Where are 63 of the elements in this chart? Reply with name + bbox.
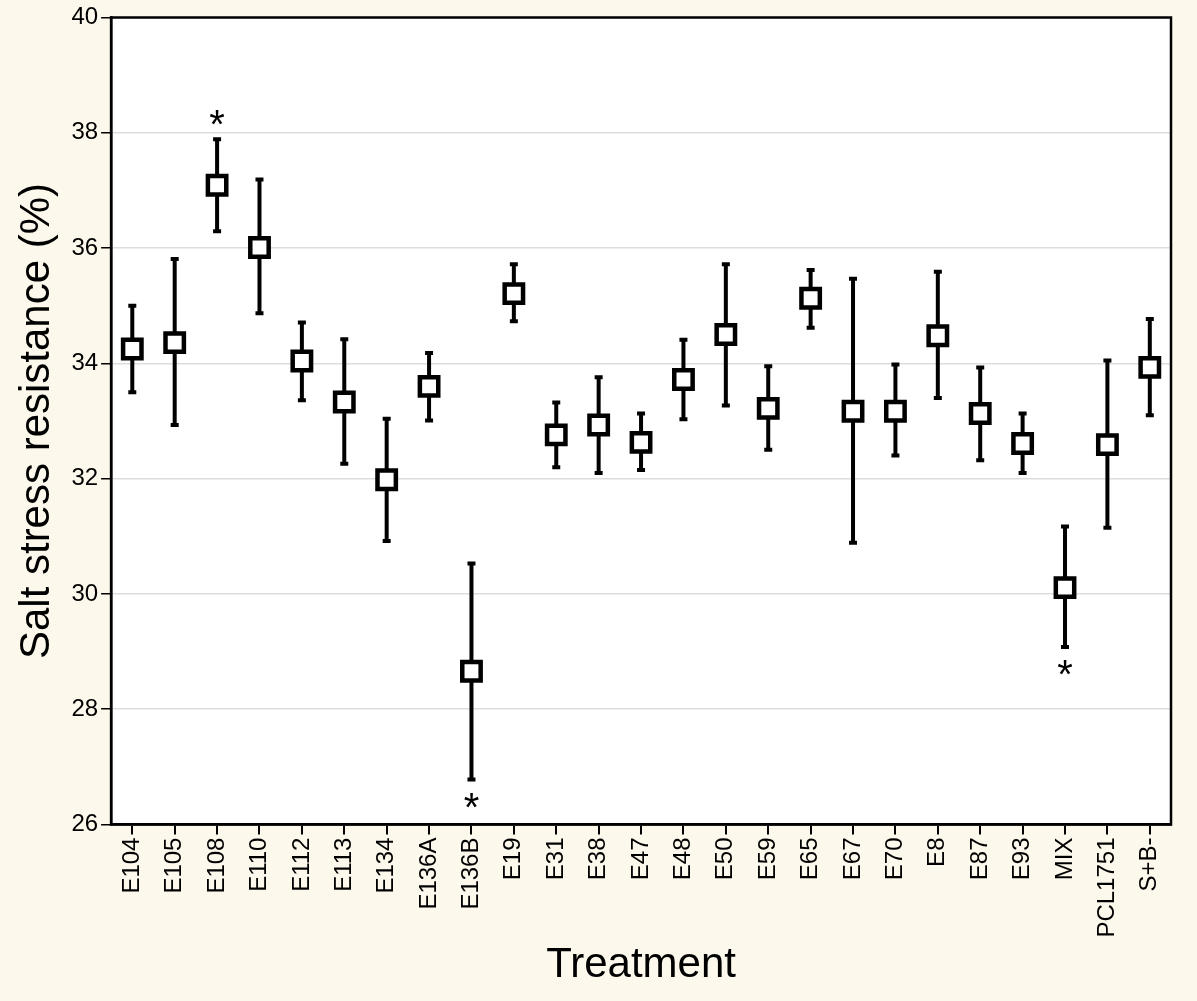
y-tick-label: 28: [71, 693, 99, 721]
x-tick-label: E67: [837, 837, 865, 881]
x-tick-label: E50: [710, 837, 738, 881]
point: [1053, 576, 1077, 600]
x-tick-label: E136B: [456, 837, 484, 910]
x-tick-label: E65: [795, 837, 823, 881]
x-tick-label: E87: [964, 837, 992, 881]
x-tick-label: E48: [668, 837, 696, 881]
y-tick-label: 26: [71, 809, 99, 837]
x-tick-label: E104: [116, 837, 144, 894]
y-axis-title: Salt stress resistance (%): [10, 182, 58, 660]
point: [460, 659, 483, 683]
x-axis-title: Treatment: [546, 939, 737, 987]
annotation: *: [463, 784, 480, 829]
x-tick-label: E70: [880, 837, 908, 881]
x-tick-label: E105: [159, 837, 187, 894]
annotation: *: [1057, 652, 1073, 697]
point: [756, 396, 780, 420]
x-tick-label: E31: [540, 837, 568, 881]
point: [1138, 355, 1162, 379]
point: [544, 423, 568, 447]
x-tick-label: E47: [625, 837, 653, 881]
x-tick-label: E93: [1007, 837, 1035, 881]
point: [163, 331, 187, 355]
y-tick-label: 38: [71, 117, 99, 145]
point: [883, 399, 907, 423]
y-tick-label: 34: [71, 347, 99, 375]
point: [968, 402, 992, 425]
point: [502, 282, 526, 306]
point: [1011, 432, 1035, 455]
point: [120, 337, 144, 361]
x-tick-label: E38: [583, 837, 611, 881]
y-tick-label: 40: [71, 2, 99, 30]
x-tick-label: E19: [498, 837, 526, 881]
point: [672, 368, 695, 391]
x-tick-label: E59: [752, 837, 780, 881]
point: [1095, 433, 1119, 457]
point: [205, 173, 229, 197]
point: [629, 430, 653, 454]
point: [290, 349, 314, 373]
x-tick-label: E112: [286, 837, 314, 892]
point: [587, 413, 611, 437]
y-tick-label: 32: [71, 463, 99, 491]
x-tick-label: E134: [371, 837, 399, 894]
x-tick-label: E110: [244, 837, 272, 892]
point: [714, 323, 738, 346]
annotation: *: [209, 102, 225, 147]
x-tick-label: E136A: [413, 837, 441, 910]
x-tick-label: MIX: [1049, 837, 1077, 881]
y-tick-label: 36: [71, 232, 99, 260]
point: [375, 468, 399, 492]
point: [841, 399, 865, 423]
point: [926, 324, 950, 348]
x-tick-label: E113: [328, 837, 356, 892]
x-tick-label: S+B-: [1134, 837, 1162, 892]
point: [417, 374, 441, 398]
x-tick-label: PCL1751: [1092, 837, 1120, 938]
x-tick-label: E108: [201, 837, 229, 894]
y-tick-label: 30: [71, 578, 99, 606]
point: [332, 390, 356, 414]
point: [248, 236, 271, 259]
x-tick-label: E8: [922, 837, 950, 867]
point: [799, 286, 823, 310]
